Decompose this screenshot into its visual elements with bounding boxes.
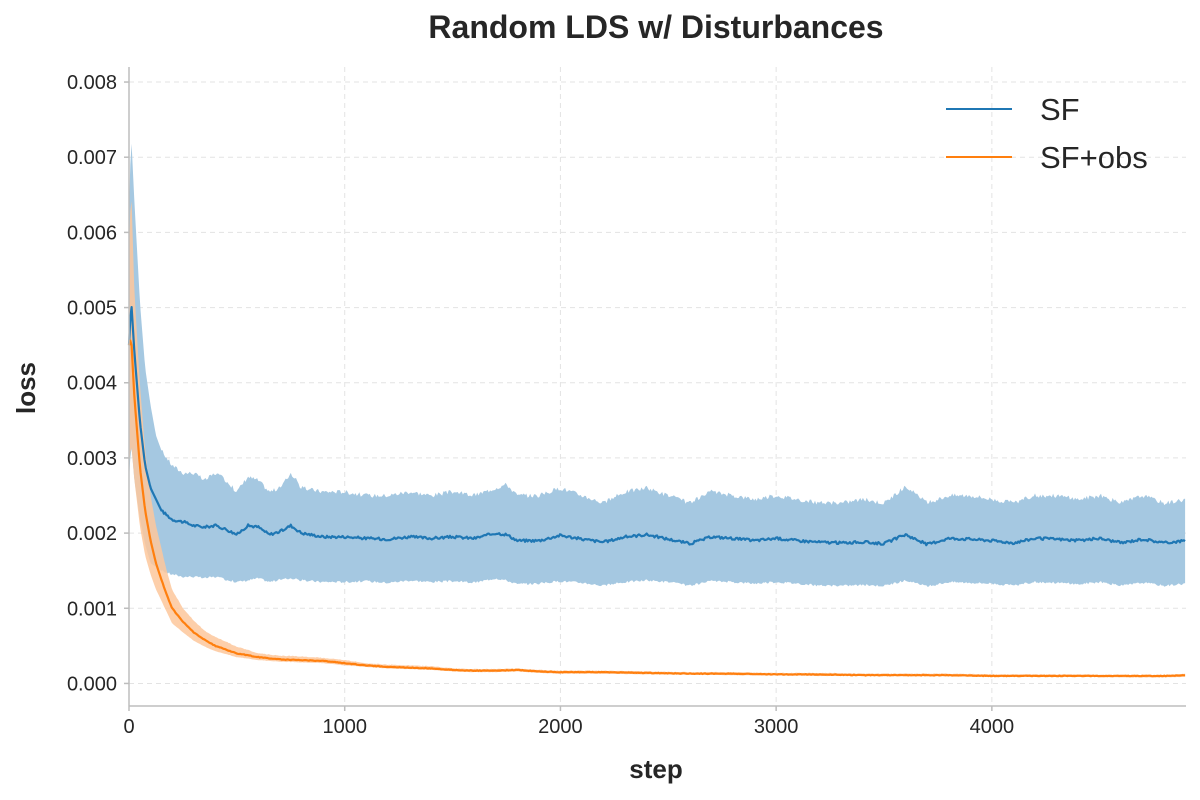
- legend: SF SF+obs: [946, 92, 1148, 175]
- y-tick-label: 0.007: [67, 147, 117, 169]
- series-lines: [127, 306, 1186, 678]
- x-tick-label: 3000: [754, 716, 799, 738]
- y-tick-label: 0.001: [67, 598, 117, 620]
- y-tick-label: 0.008: [67, 72, 117, 94]
- band-sf: [129, 143, 1186, 587]
- legend-label-sf: SF: [1040, 92, 1080, 127]
- line-sf-obs: [127, 339, 1186, 678]
- y-tick-label: 0.000: [67, 673, 117, 695]
- x-tick-label: 4000: [970, 716, 1015, 738]
- y-tick-label: 0.004: [67, 373, 117, 395]
- x-tick-label: 0: [123, 716, 134, 738]
- y-tick-label: 0.006: [67, 222, 117, 244]
- x-axis-label: step: [629, 754, 682, 784]
- x-tick-label: 2000: [538, 716, 583, 738]
- y-tick-label: 0.002: [67, 523, 117, 545]
- x-axis-ticks: 0 1000 2000 3000 4000: [123, 706, 1014, 738]
- x-tick-label: 1000: [322, 716, 367, 738]
- legend-label-sf-obs: SF+obs: [1040, 140, 1148, 175]
- y-tick-label: 0.003: [67, 448, 117, 470]
- chart-title: Random LDS w/ Disturbances: [428, 9, 883, 45]
- line-sf: [127, 306, 1186, 547]
- confidence-bands: [129, 143, 1186, 678]
- y-axis-label: loss: [11, 362, 41, 414]
- y-tick-label: 0.005: [67, 298, 117, 320]
- y-axis-ticks: 0.000 0.001 0.002 0.003 0.004 0.005 0.006 0.007…: [67, 72, 129, 695]
